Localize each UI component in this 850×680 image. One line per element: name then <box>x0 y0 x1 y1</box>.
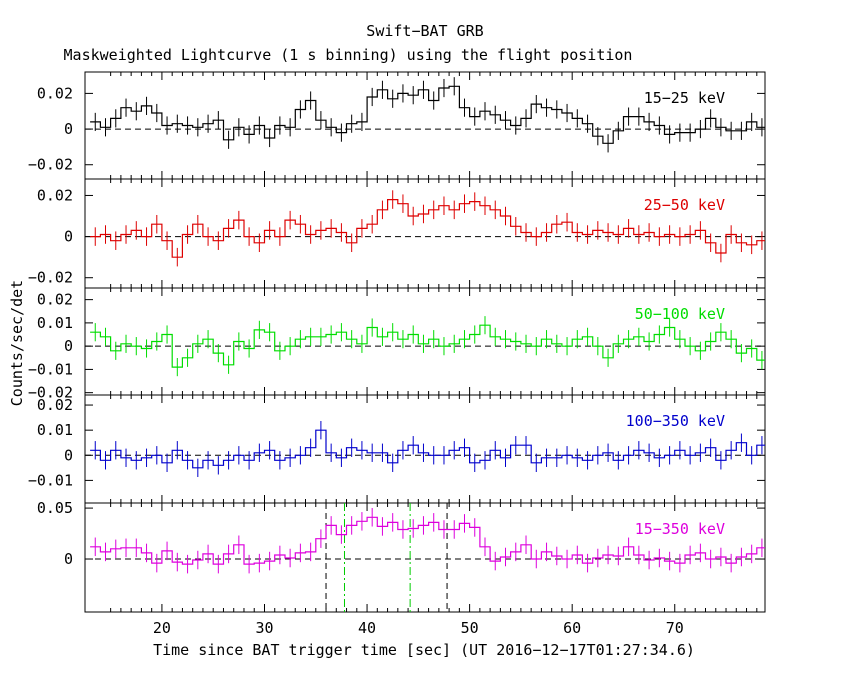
panel-1: −0.02 0 0.02 15−25 keV <box>28 71 766 180</box>
y-tick-label: −0.02 <box>28 156 73 174</box>
panel-3: −0.02 −0.01 0 0.01 0.02 50−100 keV <box>28 287 766 402</box>
y-tick-label: 0.02 <box>37 84 73 102</box>
panel-2: −0.02 0 0.02 25−50 keV <box>28 178 766 289</box>
y-tick-label: 0.01 <box>37 314 73 332</box>
panel-frame <box>84 502 766 613</box>
y-tick-label: −0.02 <box>28 269 73 287</box>
y-tick-label: 0 <box>64 120 73 138</box>
y-axis-label: Counts/sec/det <box>8 280 26 406</box>
band-label: 15−350 keV <box>635 520 725 538</box>
band-label: 25−50 keV <box>644 196 725 214</box>
x-tick-label: 60 <box>563 619 581 637</box>
y-tick-label: 0.05 <box>37 499 73 517</box>
x-tick-label: 50 <box>461 619 479 637</box>
y-tick-label: 0.01 <box>37 421 73 439</box>
series-line <box>90 429 765 469</box>
chart-title: Swift−BAT GRB <box>366 22 483 40</box>
y-tick-label: −0.01 <box>28 360 73 378</box>
y-tick-label: 0 <box>64 550 73 568</box>
y-tick-label: −0.02 <box>28 384 73 402</box>
y-tick-label: 0.02 <box>37 186 73 204</box>
series-line <box>90 516 765 565</box>
y-tick-label: 0 <box>64 446 73 464</box>
y-tick-label: 0 <box>64 228 73 246</box>
series-line <box>90 199 765 258</box>
series-line <box>90 85 765 144</box>
panel-4: −0.01 0 0.01 0.02 100−350 keV <box>28 394 766 504</box>
x-tick-label: 70 <box>666 619 684 637</box>
band-label: 15−25 keV <box>644 89 725 107</box>
chart-subtitle: Maskweighted Lightcurve (1 s binning) us… <box>64 46 633 64</box>
y-tick-label: −0.01 <box>28 471 73 489</box>
y-tick-label: 0 <box>64 337 73 355</box>
x-tick-label: 30 <box>255 619 273 637</box>
x-axis-label: Time since BAT trigger time [sec] (UT 20… <box>153 641 695 659</box>
x-tick-label: 20 <box>153 619 171 637</box>
series-line <box>90 324 765 368</box>
x-tick-label: 40 <box>358 619 376 637</box>
panel-5: 0 0.05 15−350 keV <box>37 499 766 613</box>
y-tick-label: 0.02 <box>37 396 73 414</box>
band-label: 50−100 keV <box>635 305 725 323</box>
y-tick-label: 0.02 <box>37 291 73 309</box>
band-label: 100−350 keV <box>626 412 725 430</box>
